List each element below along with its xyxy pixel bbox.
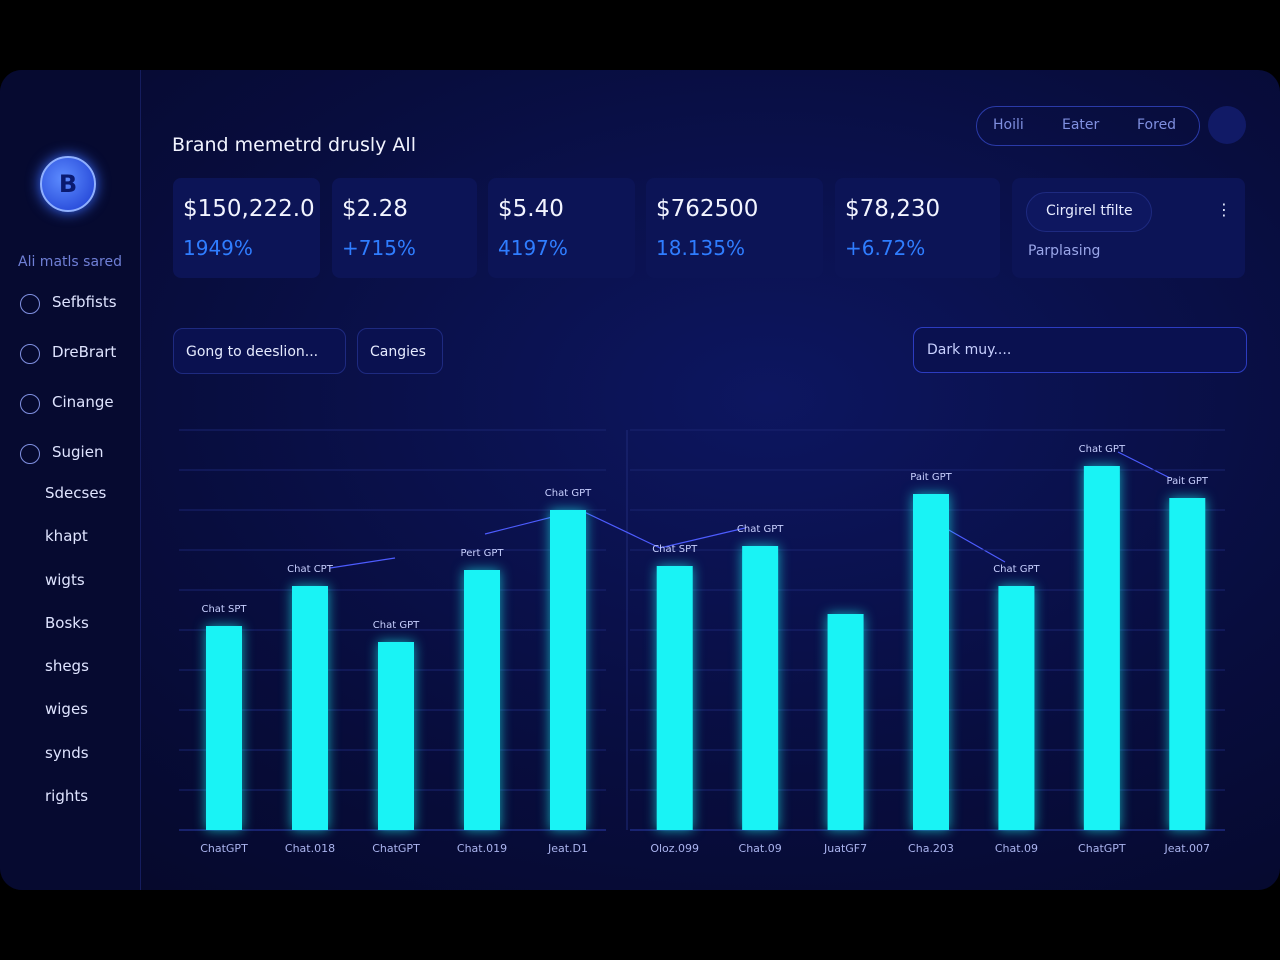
control[interactable]: Hoili (993, 117, 1024, 133)
connector (939, 524, 1006, 563)
bar-label: Chat GPT (1079, 444, 1126, 455)
sidebar: B Ali matls sared Sefbfists DreBrart Cinan… (0, 70, 141, 890)
kpi-value: $2.28 (342, 196, 408, 222)
bar (550, 510, 586, 830)
x-tick-label: JuatGF7 (823, 842, 867, 855)
search-box[interactable] (913, 327, 1247, 373)
x-tick-label: Chat.09 (995, 842, 1038, 855)
kpi-card (835, 178, 1000, 278)
filter[interactable] (357, 328, 443, 374)
bar (827, 614, 864, 830)
bar-label: Chat GPT (737, 524, 784, 535)
menu-dots[interactable]: ⋮ (1216, 200, 1232, 219)
bar (378, 642, 414, 830)
kpi-card (332, 178, 477, 278)
kpi-change: 1949% (183, 236, 253, 260)
x-tick-label: Chat.018 (285, 842, 335, 855)
card-text: Parplasing (1028, 243, 1101, 259)
control[interactable]: Eater (1062, 117, 1100, 133)
nav-item[interactable]: Sugien (52, 443, 104, 461)
nav-icon (20, 344, 40, 364)
kpi-card (646, 178, 823, 278)
nav-item[interactable]: wigts (45, 571, 85, 589)
kpi-card (173, 178, 320, 278)
nav-item[interactable]: rights (45, 787, 89, 805)
x-tick-label: ChatGPT (372, 842, 420, 855)
bar (998, 586, 1035, 830)
kpi-value: $78,230 (845, 196, 941, 222)
connector (1117, 451, 1171, 479)
nav-item[interactable]: synds (45, 744, 89, 762)
nav-item[interactable]: Sdecses (45, 484, 107, 502)
bar-label: Chat GPT (545, 488, 592, 499)
filter-label: Cangies (370, 344, 426, 360)
bar (656, 566, 693, 830)
kpi-card (488, 178, 635, 278)
nav-item[interactable]: Bosks (45, 614, 89, 632)
control-group (976, 106, 1200, 146)
card-button-label: Cirgirel tfilte (1046, 203, 1133, 219)
page-title: Brand memetrd drusly All (172, 134, 416, 156)
profile-button[interactable] (1208, 106, 1246, 144)
bar (292, 586, 328, 830)
x-tick-label: ChatGPT (1078, 842, 1126, 855)
nav-icon (20, 394, 40, 414)
x-tick-label: ChatGPT (200, 842, 248, 855)
nav-item[interactable]: shegs (45, 657, 89, 675)
search-placeholder: Dark muy.... (927, 342, 1012, 358)
nav-item[interactable]: DreBrart (52, 343, 117, 361)
connector (484, 509, 746, 549)
filter[interactable] (173, 328, 346, 374)
bar-label: Pait GPT (1167, 476, 1209, 487)
bar (913, 494, 949, 830)
nav-icon (20, 444, 40, 464)
x-tick-label: Jeat.007 (1164, 842, 1211, 855)
kpi-change: +6.72% (845, 236, 926, 260)
bar-label: Chat SPT (652, 544, 698, 555)
x-tick-label: Oloz.099 (650, 842, 699, 855)
bar-label: Pait GPT (910, 472, 952, 483)
bar (464, 570, 500, 830)
kpi-change: 18.135% (656, 236, 745, 260)
x-tick-label: Chat.019 (457, 842, 507, 855)
x-tick-label: Cha.203 (908, 842, 954, 855)
bar (1169, 498, 1206, 830)
section-label: Ali matls sared (18, 254, 122, 270)
bar-label: Chat GPT (993, 564, 1040, 575)
bar (1083, 466, 1120, 830)
nav-item[interactable]: wiges (45, 700, 89, 718)
logo[interactable]: B (40, 156, 96, 212)
bar-label: Chat CPT (287, 564, 334, 575)
nav-icon (20, 294, 40, 314)
control[interactable]: Fored (1137, 117, 1177, 133)
x-tick-label: Jeat.D1 (547, 842, 588, 855)
bar-label: Pert GPT (461, 548, 505, 559)
bar-label: Chat GPT (373, 620, 420, 631)
kpi-value: $150,222.0 (183, 196, 315, 222)
kpi-change: 4197% (498, 236, 568, 260)
kpi-value: $762500 (656, 196, 759, 222)
filter-label: Gong to deeslion... (186, 344, 319, 360)
bar (742, 546, 779, 830)
kpi-value: $5.40 (498, 196, 564, 222)
bar-label: Chat SPT (201, 604, 247, 615)
nav-item[interactable]: Sefbfists (52, 293, 117, 311)
nav-item[interactable]: Cinange (52, 393, 114, 411)
nav-item[interactable]: khapt (45, 527, 88, 545)
connector (329, 557, 396, 569)
x-tick-label: Chat.09 (739, 842, 782, 855)
bar (206, 626, 242, 830)
kpi-change: +715% (342, 236, 416, 260)
card-button[interactable] (1026, 192, 1152, 232)
